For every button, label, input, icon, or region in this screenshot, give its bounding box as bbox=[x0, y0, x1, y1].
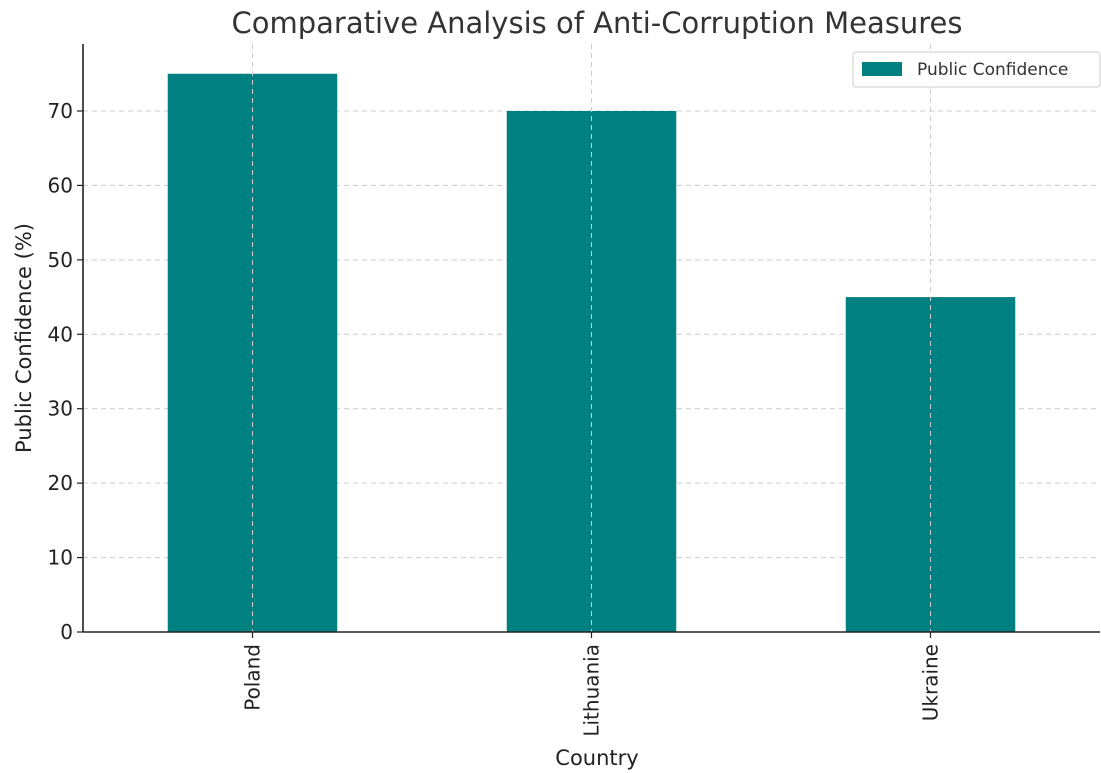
y-tick-label: 10 bbox=[48, 546, 73, 570]
y-tick-label: 40 bbox=[48, 322, 73, 346]
y-tick-label: 0 bbox=[60, 620, 73, 644]
legend-box bbox=[852, 51, 1101, 88]
y-tick-label: 30 bbox=[48, 397, 73, 421]
y-tick-label: 20 bbox=[48, 471, 73, 495]
y-tick-label: 70 bbox=[48, 99, 73, 123]
bar-ukraine bbox=[845, 297, 1016, 632]
grid-lines-front bbox=[252, 44, 931, 632]
legend-label: Public Confidence bbox=[917, 60, 1068, 80]
x-axis-label: Country bbox=[555, 746, 638, 770]
y-tick-label: 50 bbox=[48, 248, 73, 272]
chart-title: Comparative Analysis of Anti-Corruption … bbox=[232, 6, 963, 40]
y-tick-label: 60 bbox=[48, 173, 73, 197]
legend-swatch bbox=[862, 62, 902, 76]
legend: Public Confidence bbox=[852, 51, 1101, 88]
x-axis-ticks: Poland Lithuania Ukraine bbox=[241, 632, 943, 737]
x-tick-label: Poland bbox=[241, 644, 265, 711]
x-tick-label: Lithuania bbox=[580, 644, 604, 737]
x-tick-label: Ukraine bbox=[919, 644, 943, 721]
y-axis-ticks: 0 10 20 30 40 50 60 70 bbox=[48, 99, 83, 644]
y-axis-label: Public Confidence (%) bbox=[12, 223, 36, 453]
